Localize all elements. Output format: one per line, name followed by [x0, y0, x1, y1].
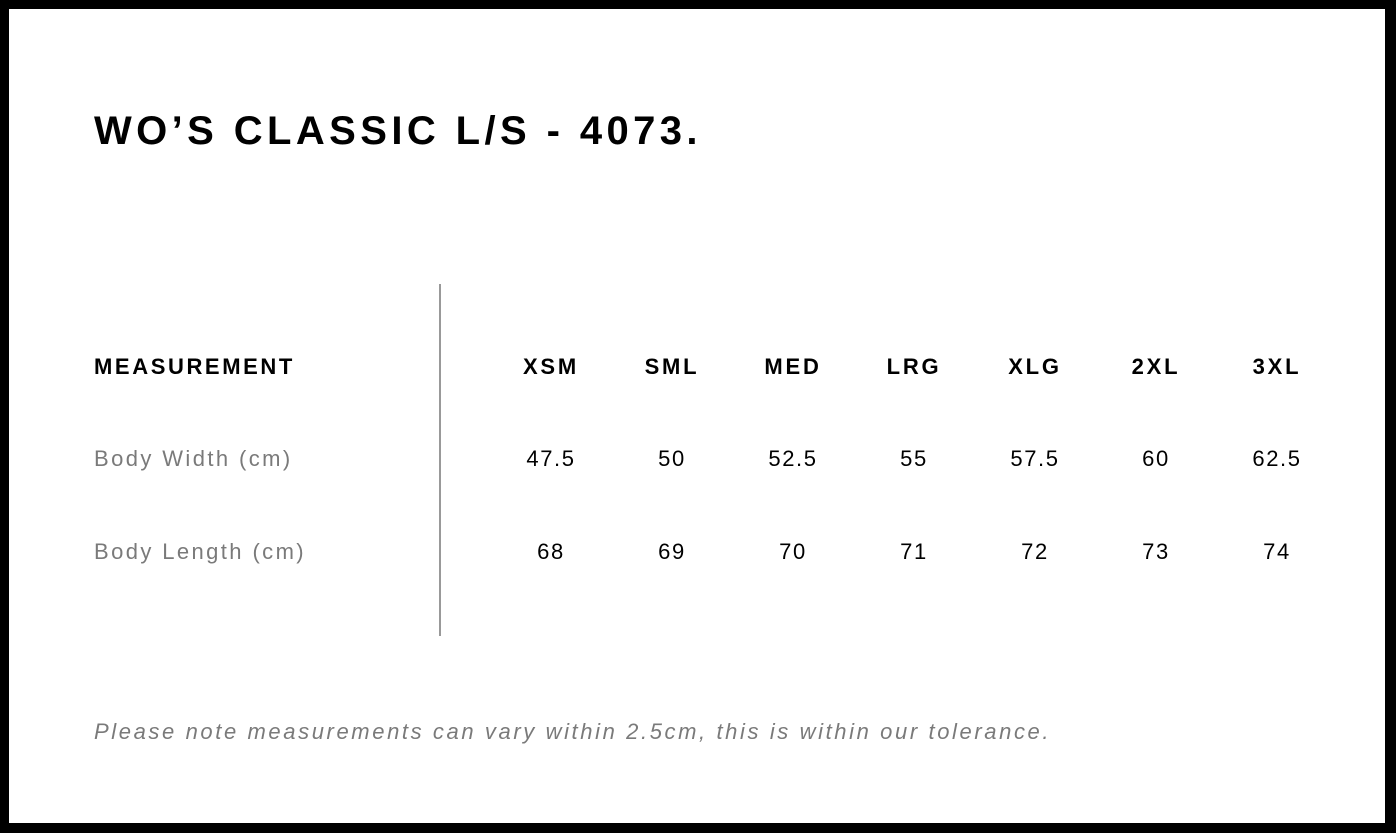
table-cell: 68: [537, 539, 565, 564]
table-cell: 73: [1142, 539, 1170, 564]
size-header-xsm: XSM: [522, 354, 580, 379]
table-cell: 60: [1142, 446, 1170, 471]
size-header-3xl: 3XL: [1252, 354, 1302, 379]
table-cell: 70: [779, 539, 807, 564]
table-cell: 52.5: [768, 446, 818, 471]
table-cell: 74: [1263, 539, 1291, 564]
table-cell: 71: [900, 539, 928, 564]
table-cell: 55: [900, 446, 928, 471]
table-cell: 47.5: [526, 446, 576, 471]
column-divider: [439, 284, 441, 636]
tolerance-note: Please note measurements can vary within…: [94, 719, 1052, 744]
row-label-body-width: Body Width (cm): [94, 446, 293, 471]
table-cell: 62.5: [1252, 446, 1302, 471]
measurement-header: MEASUREMENT: [94, 354, 295, 379]
size-header-2xl: 2XL: [1131, 354, 1181, 379]
table-cell: 50: [658, 446, 686, 471]
table-cell: 72: [1021, 539, 1049, 564]
page-title: WO’S CLASSIC L/S - 4073.: [94, 109, 702, 153]
size-header-xlg: XLG: [1008, 354, 1062, 379]
size-header-med: MED: [764, 354, 822, 379]
table-cell: 57.5: [1010, 446, 1060, 471]
row-label-body-length: Body Length (cm): [94, 539, 307, 564]
size-chart-card: WO’S CLASSIC L/S - 4073. MEASUREMENT Bod…: [9, 9, 1385, 823]
size-header-lrg: LRG: [886, 354, 942, 379]
size-header-sml: SML: [644, 354, 700, 379]
table-cell: 69: [658, 539, 686, 564]
